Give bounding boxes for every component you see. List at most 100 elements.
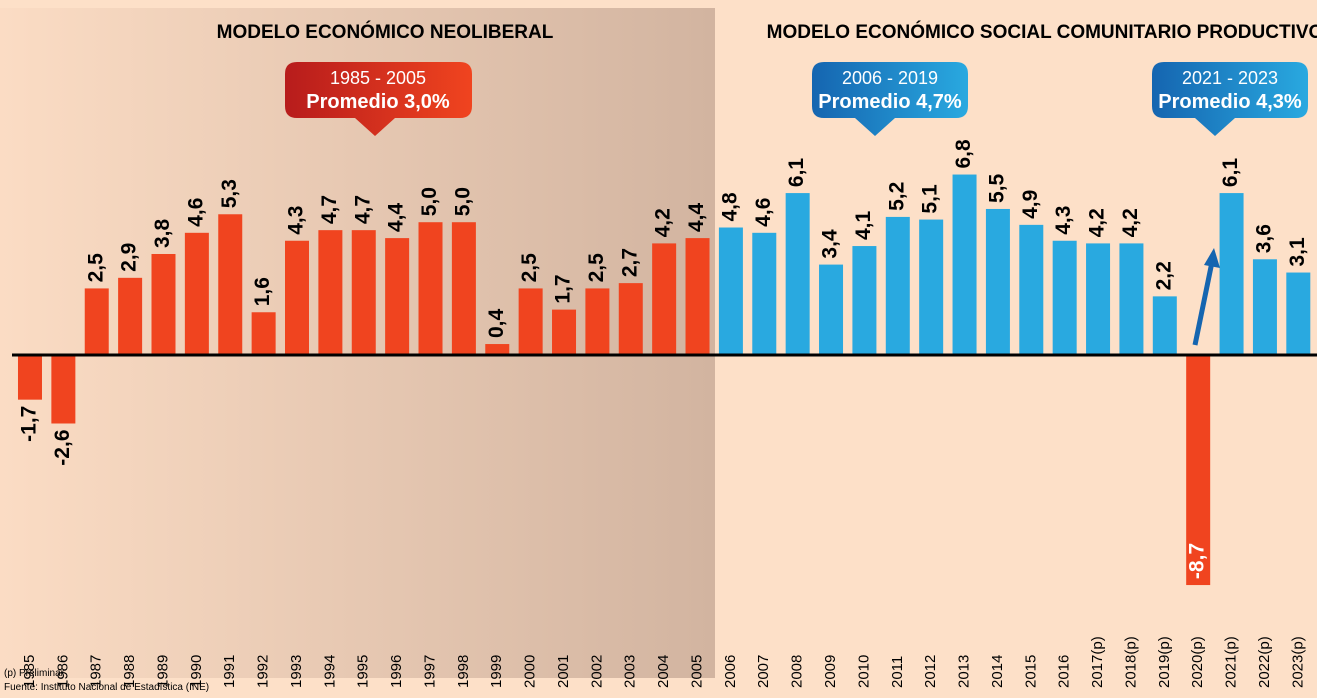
bar [1219,193,1244,355]
x-tick-label: 1993 [288,655,305,688]
x-tick-label: 2008 [789,655,806,688]
x-tick-label: 2001 [555,655,572,688]
x-tick-label: 2016 [1056,655,1073,688]
value-label: 4,8 [718,192,741,222]
x-tick-label: 2009 [822,655,839,688]
x-tick-label: 1997 [421,655,438,688]
bar [218,214,243,355]
value-label: 4,3 [1052,206,1075,235]
bar [919,219,944,355]
value-label: 2,5 [518,253,541,283]
bar [819,264,844,355]
value-label: 4,6 [184,198,207,227]
x-tick-label: 1986 [54,655,71,688]
bar [985,208,1010,355]
x-tick-label: 2020(p) [1189,636,1206,688]
x-tick-label: 1990 [188,655,205,688]
bar [17,354,42,400]
callout-years: 2006 - 2019 [842,68,938,88]
x-tick-label: 1994 [321,655,338,688]
bar [1286,272,1311,355]
bar [1052,240,1077,355]
source: Fuente: Instituto Nacional de Estadístic… [4,682,209,693]
x-tick-label: 1985 [21,655,38,688]
bar [118,277,143,355]
bar [685,238,710,355]
x-tick-label: 1998 [455,655,472,688]
right-title: MODELO ECONÓMICO SOCIAL COMUNITARIO PROD… [767,21,1317,43]
value-label: 4,4 [385,203,408,233]
x-tick-label: 1992 [255,655,272,688]
bar [251,312,276,355]
value-label: 5,0 [451,187,474,216]
value-label: 4,7 [351,195,374,224]
x-tick-label: 2017(p) [1089,636,1106,688]
x-tick-label: 2000 [522,655,539,688]
bar [752,232,777,355]
bar [518,288,543,355]
bar [51,354,76,424]
value-label: 4,1 [852,211,875,241]
value-label: 4,7 [318,195,341,224]
callout-average: Promedio 3,0% [306,91,450,113]
bars: 1985 -1,7 1986 -2,6 1987 2,5 1988 2,9 1989 3,8 199… [18,139,1311,688]
bar [852,246,877,355]
value-label: -2,6 [51,429,74,465]
value-label: 4,2 [1086,208,1109,237]
callout-box [285,62,472,136]
bar [351,230,376,355]
x-tick-label: 1987 [88,655,105,688]
callout-1: 1985 - 2005 Promedio 3,0% [285,62,472,136]
bar [652,243,677,355]
value-label: 6,1 [1219,158,1242,188]
bar [485,344,510,355]
value-label: 1,7 [552,274,575,303]
value-label: 3,4 [819,229,842,259]
bar [952,174,977,355]
value-label: 4,9 [1019,190,1042,219]
x-tick-label: 2014 [989,655,1006,688]
x-tick-label: 2007 [755,655,772,688]
value-label: 6,8 [952,139,975,169]
callout-2: 2006 - 2019 Promedio 4,7% [812,62,968,136]
bar [1252,259,1277,355]
value-label: 3,1 [1286,237,1309,267]
x-tick-label: 2022(p) [1256,636,1273,688]
left-title: MODELO ECONÓMICO NEOLIBERAL [217,21,554,43]
value-label: 6,1 [785,158,808,188]
bar [84,288,109,355]
value-label: 2,5 [585,253,608,283]
x-tick-label: 1991 [221,655,238,688]
bar [585,288,610,355]
x-tick-label: 2019(p) [1156,636,1173,688]
value-label: 5,1 [919,184,942,214]
bar [385,238,410,355]
bar [885,216,910,355]
x-tick-label: 2005 [688,655,705,688]
bar [1019,224,1044,355]
bar [718,227,743,355]
value-label: 5,0 [418,187,441,216]
bar [1152,296,1177,355]
x-tick-label: 2010 [855,655,872,688]
x-tick-label: 2023(p) [1289,636,1306,688]
x-tick-label: 2006 [722,655,739,688]
value-label: 2,2 [1152,261,1175,290]
bar [151,253,176,355]
bar [285,240,310,355]
value-label: 3,8 [151,218,174,248]
x-tick-label: 2018(p) [1122,636,1139,688]
bar [618,283,643,355]
bar [1119,243,1144,355]
x-tick-label: 1989 [154,655,171,688]
value-label: 4,2 [1119,208,1142,237]
x-tick-label: 2021(p) [1223,636,1240,688]
x-tick-label: 2012 [922,655,939,688]
callout-years: 2021 - 2023 [1182,68,1278,88]
bar [785,193,810,355]
x-tick-label: 1988 [121,655,138,688]
bar [1086,243,1111,355]
value-label: 4,2 [652,208,675,237]
value-label: -1,7 [18,406,41,442]
